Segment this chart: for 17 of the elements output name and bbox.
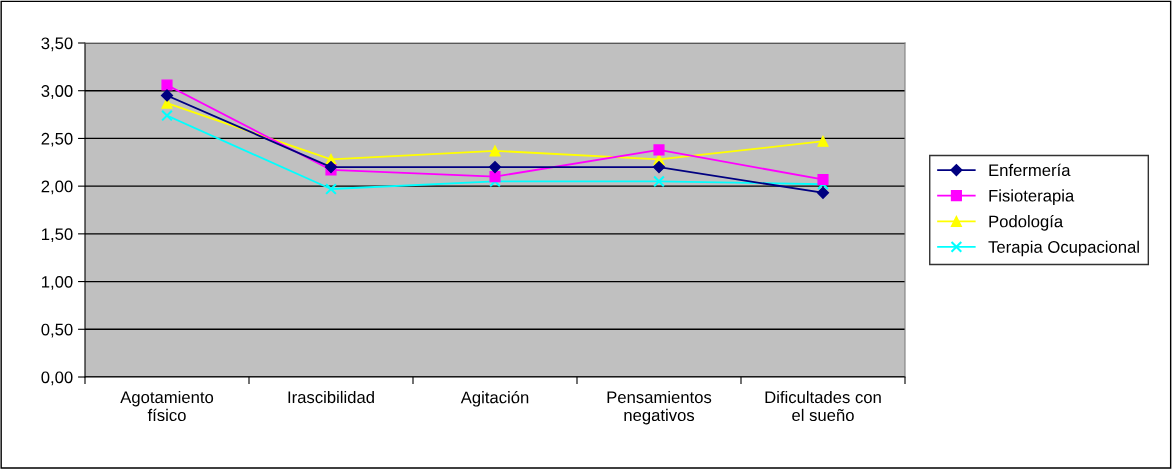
y-tick-label: 3,50	[41, 37, 73, 52]
x-tick-label: Irascibilidad	[288, 390, 374, 404]
x-tick-label: Dificultades con el sueño	[765, 390, 881, 422]
y-tick-label: 0,00	[41, 371, 73, 386]
y-tick-label: 3,00	[41, 85, 73, 99]
legend-label: Fisioterapia	[989, 189, 1075, 205]
y-tick-label: 2,50	[41, 132, 73, 147]
legend-label: Enfermería	[989, 163, 1071, 177]
legend-label: Terapia Ocupacional	[988, 240, 1139, 257]
x-tick-label: Agitación	[460, 390, 529, 407]
y-tick-label: 0,50	[41, 323, 73, 338]
x-tick-label: Agotamiento físico	[120, 390, 214, 422]
y-tick-label: 1,50	[42, 228, 73, 243]
x-tick-label: Pensamientos negativos	[607, 390, 712, 425]
y-tick-label: 1,00	[42, 275, 73, 290]
legend-label: Podología	[989, 214, 1064, 231]
y-tick-label: 2,00	[41, 180, 73, 195]
